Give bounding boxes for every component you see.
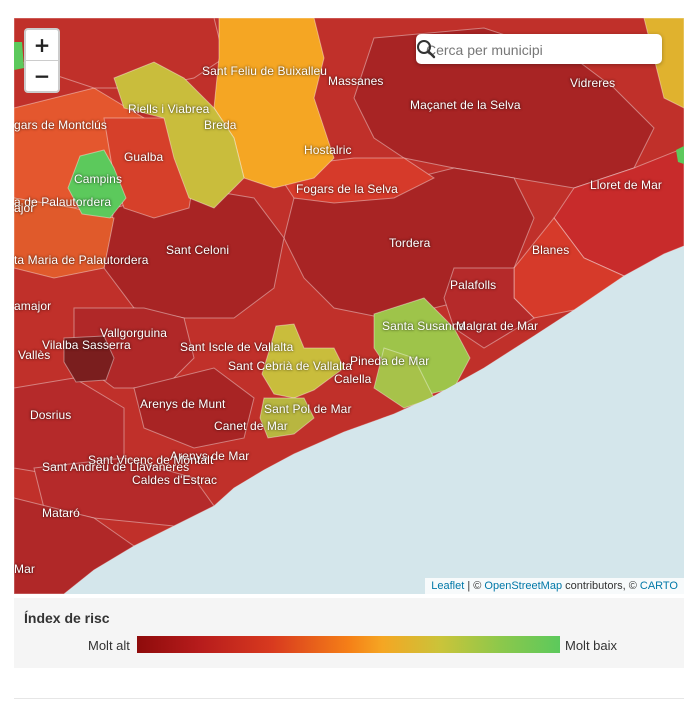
- map-label: Vallgorguina: [100, 326, 168, 340]
- region-palafolls: [443, 267, 535, 349]
- openstreetmap-link[interactable]: OpenStreetMap: [484, 580, 563, 592]
- legend-title: Índex de risc: [24, 610, 110, 626]
- map-label: Fogars de la Selva: [296, 182, 398, 196]
- map-label: a de Palautordera: [14, 195, 112, 209]
- map-label: Sant Cebrià de Vallalta: [228, 359, 353, 373]
- map-label: Palafolls: [450, 278, 497, 292]
- zoom-control: + −: [24, 28, 60, 93]
- sea: [64, 246, 684, 594]
- region-cebria: [261, 323, 345, 399]
- legend-high-label: Molt alt: [88, 638, 130, 653]
- carto-link[interactable]: CARTO: [639, 580, 678, 592]
- map-label: Sant Feliu de Buixalleu: [202, 64, 328, 78]
- leaflet-link[interactable]: Leaflet: [431, 580, 465, 592]
- map-label: Malgrat de Mar: [456, 319, 539, 333]
- search-input[interactable]: [424, 34, 628, 66]
- municipality-search: [416, 34, 662, 66]
- map-label: Sant Iscle de Vallalta: [180, 340, 294, 354]
- region-palautordera: [14, 197, 115, 279]
- search-icon[interactable]: [416, 39, 436, 59]
- region-campins: [67, 149, 127, 219]
- map-label: Riells i Viabrea: [128, 102, 210, 116]
- map-regions[interactable]: [14, 18, 684, 594]
- region-green-edge-2: [676, 146, 684, 164]
- map-label: Vilalba Sasserra: [42, 338, 131, 352]
- map-label: Arenys de Mar: [170, 449, 250, 463]
- attribution-separator: | ©: [464, 580, 485, 592]
- map-attribution: Leaflet | © OpenStreetMap contributors, …: [425, 578, 684, 594]
- map-label: Pineda de Mar: [350, 354, 430, 368]
- map-label: Breda: [204, 118, 237, 132]
- attribution-contributors: contributors, ©: [562, 580, 640, 592]
- map-label: Sant Andreu de Llavaneres: [42, 460, 190, 474]
- map-label: Canet de Mar: [214, 419, 288, 433]
- map-label: Calella: [334, 372, 372, 386]
- zoom-out-button[interactable]: −: [33, 64, 51, 88]
- map-label: ajor: [14, 201, 35, 215]
- map-label: Mataró: [42, 506, 80, 520]
- risk-map[interactable]: + − Sant Feliu de Buixalleu Massanes Vid…: [14, 18, 684, 594]
- map-label: gars de Montclús: [14, 118, 107, 132]
- map-label: Dosrius: [30, 408, 72, 422]
- map-label: Lloret de Mar: [590, 178, 662, 192]
- map-label: Sant Vicenç de Montalt: [88, 453, 214, 467]
- map-label: Campins: [74, 172, 123, 186]
- map-label: Sant Celoni: [166, 243, 230, 257]
- map-label: ta Maria de Palautordera: [14, 253, 149, 267]
- region-arenys-munt: [133, 367, 255, 449]
- map-label: Vallès: [18, 348, 51, 362]
- map-label: Massanes: [328, 74, 384, 88]
- map-label: Tordera: [389, 236, 431, 250]
- zoom-in-button[interactable]: +: [26, 30, 58, 61]
- legend-low-label: Molt baix: [565, 638, 618, 653]
- region-riells: [113, 61, 245, 209]
- divider: [14, 698, 684, 699]
- map-label: Gualba: [124, 150, 164, 164]
- map-label: Santa Susanna: [382, 319, 466, 333]
- legend-color-scale: [137, 636, 560, 653]
- map-label: Arenys de Munt: [140, 397, 226, 411]
- region-green-edge-1: [14, 42, 24, 70]
- risk-legend: Índex de risc Molt alt Molt baix: [14, 598, 684, 668]
- map-label: Maçanet de la Selva: [410, 98, 521, 112]
- region-darkspot-2: [63, 335, 115, 383]
- map-label: Sant Pol de Mar: [264, 402, 352, 416]
- map-label: Blanes: [532, 243, 570, 257]
- map-label: Caldes d'Estrac: [132, 473, 218, 487]
- map-label: Hostalric: [304, 143, 352, 157]
- map-label: Vidreres: [570, 76, 616, 90]
- region-santpol: [259, 397, 315, 439]
- map-label: Mar: [14, 562, 35, 576]
- map-label: amajor: [14, 299, 52, 313]
